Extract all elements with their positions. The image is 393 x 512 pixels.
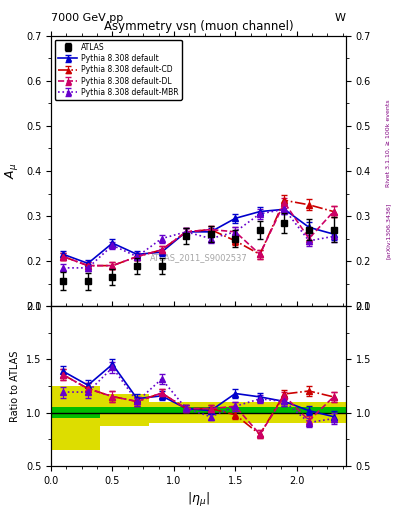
Text: 7000 GeV pp: 7000 GeV pp <box>51 13 123 23</box>
Y-axis label: $A_\mu$: $A_\mu$ <box>4 163 20 179</box>
Text: Rivet 3.1.10, ≥ 100k events: Rivet 3.1.10, ≥ 100k events <box>386 99 391 187</box>
Text: [arXiv:1306.3436]: [arXiv:1306.3436] <box>386 202 391 259</box>
Text: ATLAS_2011_S9002537: ATLAS_2011_S9002537 <box>150 253 247 262</box>
Y-axis label: Ratio to ATLAS: Ratio to ATLAS <box>11 350 20 422</box>
Text: W: W <box>335 13 346 23</box>
Legend: ATLAS, Pythia 8.308 default, Pythia 8.308 default-CD, Pythia 8.308 default-DL, P: ATLAS, Pythia 8.308 default, Pythia 8.30… <box>55 39 182 100</box>
Title: Asymmetry vsη (muon channel): Asymmetry vsη (muon channel) <box>104 20 293 33</box>
X-axis label: $|\eta_\mu|$: $|\eta_\mu|$ <box>187 491 210 509</box>
